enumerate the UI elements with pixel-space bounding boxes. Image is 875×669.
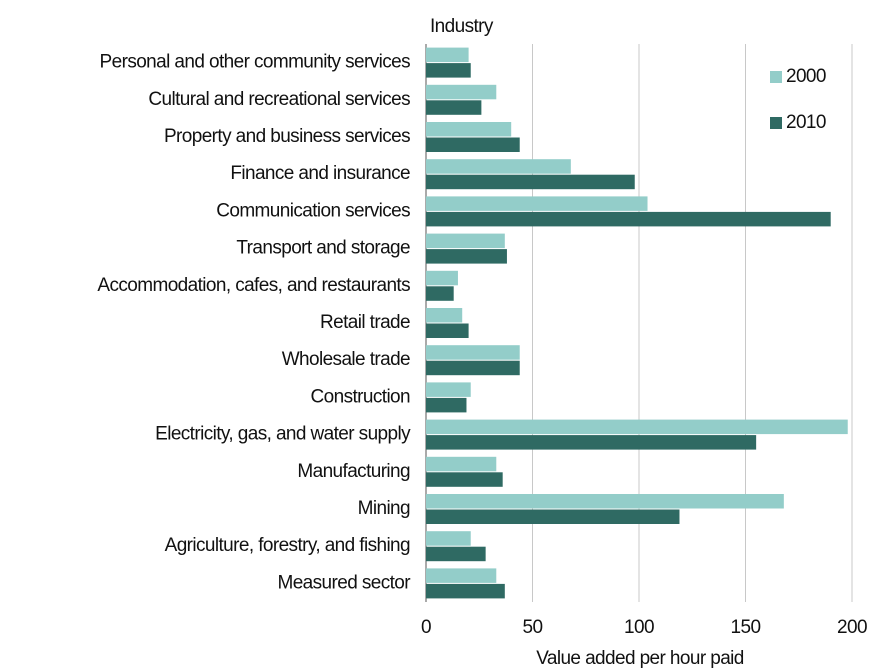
y-tick-label: Finance and insurance	[230, 163, 410, 184]
bar	[426, 360, 520, 376]
y-tick-label: Cultural and recreational services	[148, 89, 410, 110]
x-axis-title: Value added per hour paid	[536, 648, 744, 669]
y-tick-label: Mining	[358, 498, 410, 519]
legend-swatch	[770, 71, 782, 83]
y-tick-label: Wholesale trade	[282, 349, 410, 370]
x-tick-label: 50	[523, 617, 543, 638]
legend-swatch	[770, 117, 782, 129]
y-tick-label: Property and business services	[164, 126, 410, 147]
bar	[426, 63, 471, 78]
bar	[426, 531, 471, 546]
y-tick-label: Agriculture, forestry, and fishing	[165, 535, 410, 556]
y-tick-label: Measured sector	[277, 572, 411, 593]
x-tick-label: 200	[837, 617, 867, 638]
bar	[426, 174, 635, 190]
bar	[426, 286, 454, 301]
legend-label: 2010	[786, 112, 826, 133]
bar	[426, 382, 471, 397]
bar	[426, 345, 520, 360]
bar	[426, 122, 512, 137]
legend-label: 2000	[786, 66, 826, 87]
bar	[426, 308, 463, 323]
bar	[426, 84, 497, 100]
bar	[426, 323, 469, 338]
y-tick-label: Personal and other community services	[100, 52, 411, 73]
bar	[426, 137, 520, 152]
y-tick-label: Retail trade	[320, 312, 410, 333]
bar	[426, 509, 680, 524]
y-tick-label: Electricity, gas, and water supply	[155, 424, 411, 445]
bar	[426, 196, 648, 211]
bar	[426, 568, 497, 583]
y-tick-label: Communication services	[216, 200, 410, 221]
bar	[426, 397, 467, 413]
bar	[426, 583, 505, 599]
y-tick-label: Construction	[311, 386, 410, 407]
x-tick-label: 100	[624, 617, 654, 638]
y-tick-label: Manufacturing	[297, 461, 410, 482]
bar	[426, 270, 458, 286]
x-tick-label: 0	[421, 617, 431, 638]
bar	[426, 249, 507, 264]
y-axis-title: Industry	[430, 16, 494, 37]
x-tick-label: 150	[731, 617, 761, 638]
bar	[426, 233, 505, 249]
bar	[426, 100, 482, 115]
bar	[426, 47, 469, 63]
bar	[426, 546, 486, 562]
bar	[426, 159, 571, 174]
bar	[426, 435, 757, 450]
y-tick-label: Transport and storage	[236, 238, 410, 259]
bar	[426, 419, 848, 435]
bar	[426, 472, 503, 487]
bar	[426, 494, 784, 509]
bar	[426, 456, 497, 472]
bar	[426, 211, 831, 227]
y-tick-label: Accommodation, cafes, and restaurants	[97, 275, 410, 296]
